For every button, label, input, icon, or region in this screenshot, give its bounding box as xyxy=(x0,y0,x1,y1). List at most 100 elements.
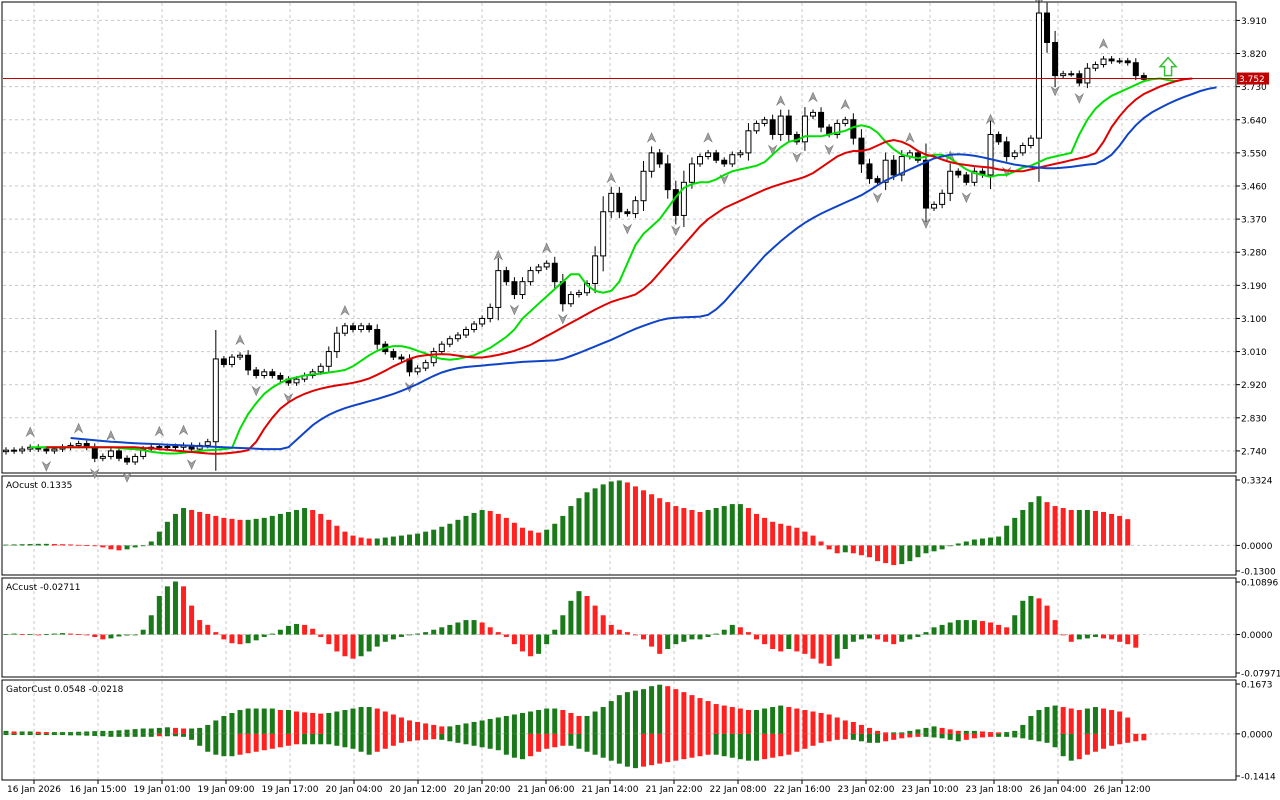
candle[interactable] xyxy=(963,172,970,186)
candle[interactable] xyxy=(237,352,244,361)
candle[interactable] xyxy=(640,160,647,212)
candle[interactable] xyxy=(737,149,744,158)
candle[interactable] xyxy=(438,341,445,355)
candle[interactable] xyxy=(269,368,276,379)
candle[interactable] xyxy=(955,168,962,178)
candle[interactable] xyxy=(511,277,518,300)
candle[interactable] xyxy=(228,354,235,368)
gator-panel[interactable]: GatorCust 0.0548 -0.0218 xyxy=(3,684,1147,769)
alligator-lips-line[interactable] xyxy=(30,77,1177,455)
candle[interactable] xyxy=(777,109,784,141)
alligator-teeth-line[interactable] xyxy=(46,77,1193,455)
candle[interactable] xyxy=(672,180,679,225)
candle[interactable] xyxy=(567,291,574,307)
candle[interactable] xyxy=(341,322,348,337)
candle[interactable] xyxy=(1027,135,1034,149)
candle[interactable] xyxy=(874,175,881,186)
candle[interactable] xyxy=(842,116,849,127)
candle[interactable] xyxy=(1011,149,1018,160)
candle[interactable] xyxy=(616,186,623,219)
candle[interactable] xyxy=(462,326,469,338)
candle[interactable] xyxy=(107,447,114,460)
candle[interactable] xyxy=(713,149,720,164)
candle[interactable] xyxy=(761,116,768,127)
candle[interactable] xyxy=(519,277,526,300)
candle[interactable] xyxy=(220,355,227,368)
ac-panel[interactable]: ACcust -0.02711 xyxy=(3,581,1139,666)
candle[interactable] xyxy=(543,260,550,270)
candle[interactable] xyxy=(124,455,131,465)
candle[interactable] xyxy=(697,153,704,167)
candle[interactable] xyxy=(810,109,816,120)
candle[interactable] xyxy=(818,107,825,133)
candle[interactable] xyxy=(624,208,631,217)
candle[interactable] xyxy=(1019,142,1026,156)
candle[interactable] xyxy=(19,446,26,454)
candle[interactable] xyxy=(245,350,252,376)
candle[interactable] xyxy=(99,453,106,462)
candle[interactable] xyxy=(1035,0,1042,182)
candle[interactable] xyxy=(769,114,776,140)
candle[interactable] xyxy=(398,354,405,362)
candle[interactable] xyxy=(648,146,655,178)
candle[interactable] xyxy=(600,196,607,272)
candle[interactable] xyxy=(253,367,260,379)
candle[interactable] xyxy=(471,321,478,333)
candle[interactable] xyxy=(995,131,1002,145)
candle[interactable] xyxy=(495,257,502,321)
candle[interactable] xyxy=(277,372,284,383)
candle[interactable] xyxy=(1052,30,1059,88)
candle[interactable] xyxy=(446,335,453,348)
candle[interactable] xyxy=(350,322,357,333)
candle[interactable] xyxy=(680,170,687,228)
candle[interactable] xyxy=(1132,58,1139,81)
candle[interactable] xyxy=(801,107,808,151)
candle[interactable] xyxy=(971,167,978,187)
candle[interactable] xyxy=(503,266,510,286)
candle[interactable] xyxy=(414,365,421,375)
candle[interactable] xyxy=(656,149,663,168)
candle[interactable] xyxy=(1116,57,1123,64)
candle[interactable] xyxy=(333,326,340,359)
candle[interactable] xyxy=(753,120,760,134)
candle[interactable] xyxy=(325,346,332,372)
candle[interactable] xyxy=(1084,63,1091,89)
candle[interactable] xyxy=(261,368,268,379)
candle[interactable] xyxy=(947,163,954,202)
candle[interactable] xyxy=(551,256,558,289)
candle[interactable] xyxy=(931,201,938,212)
candle[interactable] xyxy=(914,149,921,164)
candle[interactable] xyxy=(1003,136,1010,162)
price-panel[interactable] xyxy=(3,0,1235,483)
candle[interactable] xyxy=(115,447,122,462)
candle[interactable] xyxy=(132,453,139,465)
candle[interactable] xyxy=(834,119,841,139)
candle[interactable] xyxy=(3,447,9,455)
indicator-panels[interactable]: AOcust 0.1335 ACcust -0.02711 GatorCust 0.… xyxy=(3,480,1147,769)
candle[interactable] xyxy=(454,332,461,342)
candle[interactable] xyxy=(632,196,639,219)
candle[interactable] xyxy=(939,189,946,209)
candle[interactable] xyxy=(1060,70,1067,79)
candle[interactable] xyxy=(479,315,486,327)
candle[interactable] xyxy=(575,289,582,298)
alligator-jaw-line[interactable] xyxy=(70,86,1217,451)
candle[interactable] xyxy=(1108,56,1115,64)
candle[interactable] xyxy=(366,322,373,333)
candle[interactable] xyxy=(664,154,671,199)
candle[interactable] xyxy=(608,186,615,219)
candle[interactable] xyxy=(1124,57,1131,66)
candle[interactable] xyxy=(745,123,752,161)
ao-panel[interactable]: AOcust 0.1335 xyxy=(3,480,1131,566)
candle[interactable] xyxy=(390,348,397,361)
candle[interactable] xyxy=(1092,61,1099,72)
candle[interactable] xyxy=(358,322,365,333)
candle[interactable] xyxy=(721,157,728,167)
candle[interactable] xyxy=(785,109,792,141)
candle[interactable] xyxy=(527,266,534,286)
candle[interactable] xyxy=(1068,70,1075,77)
candle[interactable] xyxy=(1100,56,1107,68)
candle[interactable] xyxy=(487,303,494,323)
candle[interactable] xyxy=(705,149,712,160)
candle[interactable] xyxy=(592,246,599,294)
